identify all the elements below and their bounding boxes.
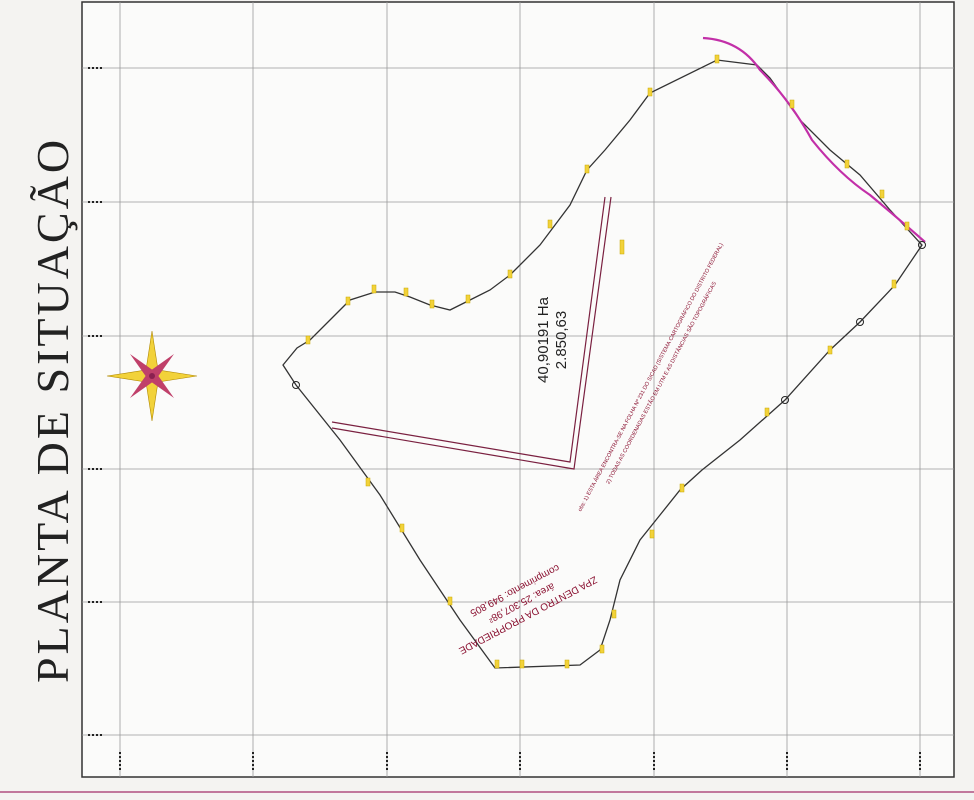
plan-title: PLANTA DE SITUAÇÃO: [27, 137, 78, 683]
grid: [82, 2, 954, 777]
area-labels: 40,90191 Ha 2.850,63: [535, 296, 570, 383]
area-hectares: 40,90191 Ha: [535, 296, 552, 383]
zpa-boundary: [702, 36, 926, 243]
perimeter: 2.850,63: [553, 311, 570, 369]
property-boundary: [282, 59, 923, 669]
road: [331, 196, 612, 470]
axis-ticks: [88, 67, 921, 772]
survey-markers: [292, 54, 926, 669]
frame: [81, 1, 955, 778]
compass-rose: [106, 330, 198, 422]
